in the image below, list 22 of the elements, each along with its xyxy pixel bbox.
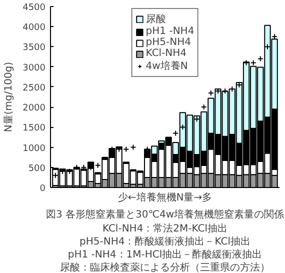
- legend-label: KCl-NH4: [146, 48, 187, 59]
- text: KCl-NH4：常法2M-KCl抽出: [102, 222, 228, 234]
- y-tick-label: 2500: [22, 83, 46, 94]
- legend-label: 尿酸: [146, 13, 166, 26]
- y-axis-title: N量(mg/100g): [4, 62, 15, 132]
- y-tick-label: 500: [28, 164, 46, 174]
- text: 尿酸：臨床検査薬による分析（三重県の方法）: [60, 262, 270, 273]
- y-tick-label: 4000: [22, 23, 46, 34]
- y-tick-label: 3000: [22, 63, 46, 74]
- y-tick-label: 4500: [22, 3, 46, 13]
- text: pH5-NH4：酢酸緩衝液抽出－KCl抽出: [80, 236, 250, 248]
- legend-label: 4w培養N: [146, 60, 188, 73]
- text: pH1 -NH4：1M-HCl抽出－酢酸緩衝液抽出: [68, 248, 262, 260]
- y-tick-label: 1500: [22, 124, 46, 134]
- legend-label: pH1 -NH4: [146, 26, 194, 37]
- y-tick-label: 3500: [22, 43, 46, 54]
- x-axis-title: 少←培養無機N量→多: [118, 192, 212, 204]
- y-tick-label: 0: [40, 184, 46, 194]
- legend-label: pH5-NH4: [146, 37, 192, 48]
- y-tick-label: 2000: [22, 104, 46, 114]
- text: 図3 各形態窒素量と30℃4w培養無機態窒素量の関係: [46, 208, 284, 220]
- y-tick-label: 1000: [22, 144, 46, 154]
